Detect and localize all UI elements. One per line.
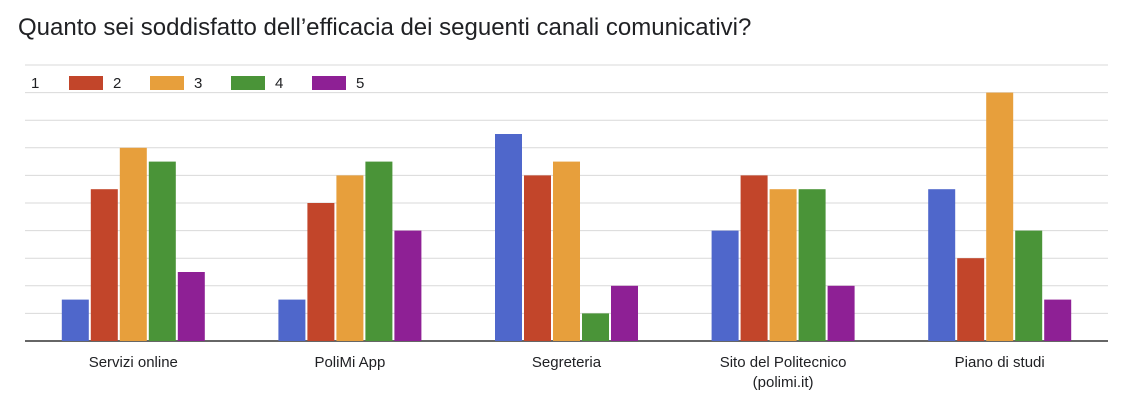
bar-5-cat-2 — [611, 285, 638, 341]
category-label: (polimi.it) — [753, 374, 814, 391]
bar-3-cat-1 — [336, 175, 364, 341]
bar-5-cat-3 — [827, 285, 855, 341]
legend-label: 1 — [31, 75, 39, 92]
legend-swatch — [150, 76, 184, 90]
legend-label: 3 — [194, 75, 202, 92]
bars — [61, 92, 1072, 341]
bar-1-cat-4 — [928, 189, 956, 341]
category-label: Segreteria — [532, 354, 602, 371]
bar-3-cat-3 — [769, 189, 797, 341]
chart-title: Quanto sei soddisfatto dell’efficacia de… — [18, 14, 752, 41]
bar-2-cat-0 — [90, 189, 118, 341]
bar-4-cat-1 — [365, 161, 393, 341]
category-labels: Servizi online PoliMi App Segreteria Sito d… — [89, 354, 1045, 391]
bar-4-cat-2 — [582, 313, 609, 341]
bar-2-cat-2 — [524, 175, 551, 341]
category-label: Sito del Politecnico — [720, 354, 847, 371]
bar-2-cat-1 — [307, 203, 335, 341]
bar-3-cat-2 — [553, 161, 580, 341]
legend-swatch — [312, 76, 346, 90]
bar-5-cat-1 — [394, 230, 422, 341]
bar-2-cat-4 — [957, 258, 985, 341]
category-label: Servizi online — [89, 354, 178, 371]
bar-1-cat-2 — [495, 134, 522, 341]
bar-4-cat-0 — [148, 161, 176, 341]
category-label: Piano di studi — [955, 354, 1045, 371]
bar-1-cat-0 — [61, 299, 89, 341]
bar-1-cat-1 — [278, 299, 306, 341]
bar-2-cat-3 — [740, 175, 768, 341]
legend: 1 2 3 4 5 — [31, 75, 364, 92]
bar-5-cat-4 — [1044, 299, 1072, 341]
legend-label: 4 — [275, 75, 283, 92]
category-label: PoliMi App — [314, 354, 385, 371]
legend-swatch — [69, 76, 103, 90]
bar-3-cat-0 — [119, 147, 147, 341]
bar-4-cat-3 — [798, 189, 826, 341]
legend-label: 2 — [113, 75, 121, 92]
bar-5-cat-0 — [177, 272, 205, 341]
legend-label: 5 — [356, 75, 364, 92]
bar-1-cat-3 — [711, 230, 739, 341]
legend-swatch — [231, 76, 265, 90]
bar-4-cat-4 — [1015, 230, 1043, 341]
bar-3-cat-4 — [986, 92, 1014, 341]
